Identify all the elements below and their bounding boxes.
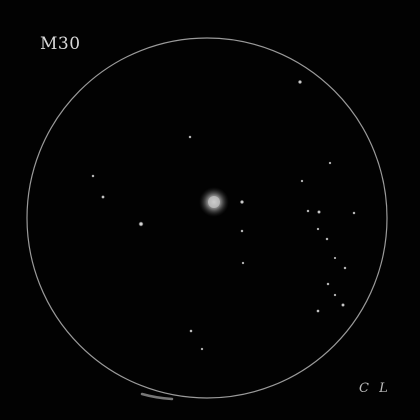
star-icon (200, 347, 204, 351)
star-icon (189, 329, 193, 333)
star-icon (241, 261, 245, 265)
field-circle (26, 37, 388, 399)
field-circle-smudge (140, 392, 174, 401)
object-title: M30 (40, 34, 81, 54)
star-icon (300, 179, 304, 183)
star-icon (306, 209, 310, 213)
star-icon (333, 256, 337, 260)
star-icon (325, 237, 329, 241)
star-icon (316, 227, 320, 231)
cluster-core-bright (208, 196, 220, 208)
star-icon (297, 79, 303, 85)
star-icon (316, 309, 320, 313)
star-icon (138, 221, 144, 227)
star-icon (101, 195, 105, 199)
star-field (91, 79, 356, 351)
star-icon (91, 174, 95, 178)
star-icon (333, 293, 337, 297)
star-icon (343, 266, 347, 270)
star-icon (341, 303, 345, 307)
star-icon (240, 229, 244, 233)
star-icon (188, 135, 192, 139)
star-icon (326, 282, 330, 286)
star-icon (317, 210, 321, 214)
artist-signature: C L (359, 381, 391, 396)
star-icon (328, 161, 332, 165)
star-icon (352, 211, 356, 215)
star-icon (239, 199, 245, 205)
